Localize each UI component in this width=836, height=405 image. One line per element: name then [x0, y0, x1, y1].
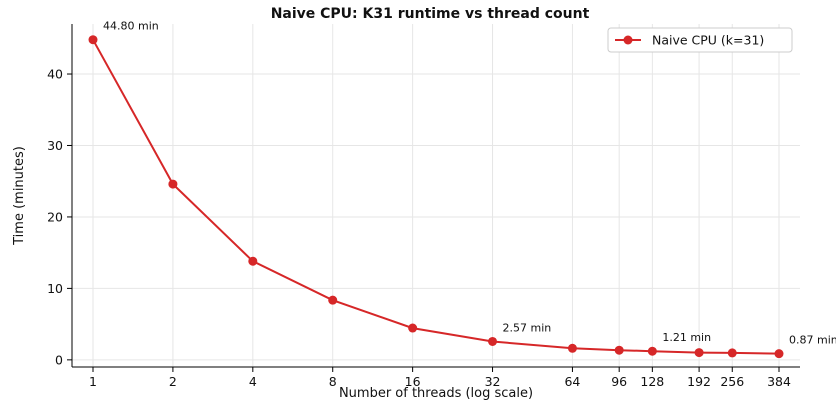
- y-tick-label: 10: [47, 281, 63, 296]
- data-point: [408, 323, 418, 333]
- axis-layer: [71, 24, 800, 368]
- legend-label: Naive CPU (k=31): [652, 33, 764, 48]
- series-line: [92, 39, 780, 355]
- legend-box: [607, 27, 793, 53]
- data-point: [248, 256, 258, 266]
- x-tick-label: 128: [640, 374, 664, 389]
- legend-marker: [623, 35, 633, 45]
- data-point: [488, 336, 498, 346]
- data-point: [727, 348, 737, 358]
- y-tick-label: 20: [47, 209, 63, 224]
- x-tick-label: 1: [89, 374, 97, 389]
- legend: Naive CPU (k=31): [607, 27, 793, 53]
- data-point: [694, 348, 704, 358]
- x-tick-label: 256: [720, 374, 744, 389]
- y-tick-label: 0: [55, 352, 63, 367]
- data-point: [88, 35, 98, 45]
- x-tick-label: 96: [611, 374, 627, 389]
- y-axis-label: Time (minutes): [12, 146, 27, 246]
- data-label: 1.21 min: [662, 331, 711, 344]
- tick-layer: 1 2 4 8 16 32 64 96 128 192 256 384 0 10 20 30 40: [47, 67, 791, 389]
- data-point: [328, 295, 338, 305]
- y-tick-label: 30: [47, 138, 63, 153]
- x-tick-label: 2: [169, 374, 177, 389]
- annotation-layer: 44.80 min 2.57 min 1.21 min 0.87 min: [103, 20, 836, 347]
- grid-layer: [72, 24, 800, 367]
- x-tick-label: 192: [687, 374, 711, 389]
- x-tick-label: 384: [767, 374, 791, 389]
- x-tick-label: 8: [329, 374, 337, 389]
- data-point-layer: [88, 35, 784, 359]
- data-point: [567, 343, 577, 353]
- x-tick-label: 16: [405, 374, 421, 389]
- y-tick-label: 40: [47, 67, 63, 82]
- data-label: 0.87 min: [789, 334, 836, 347]
- data-point: [647, 346, 657, 356]
- x-axis-label: Number of threads (log scale): [339, 386, 533, 401]
- chart-title: Naive CPU: K31 runtime vs thread count: [271, 6, 590, 22]
- data-label: 44.80 min: [103, 20, 159, 33]
- x-tick-label: 4: [249, 374, 257, 389]
- x-tick-label: 32: [485, 374, 501, 389]
- data-point: [168, 179, 178, 189]
- data-label: 2.57 min: [503, 321, 552, 334]
- series-line-layer: [92, 39, 780, 355]
- x-tick-label: 64: [564, 374, 580, 389]
- data-point: [774, 349, 784, 359]
- data-point: [614, 345, 624, 355]
